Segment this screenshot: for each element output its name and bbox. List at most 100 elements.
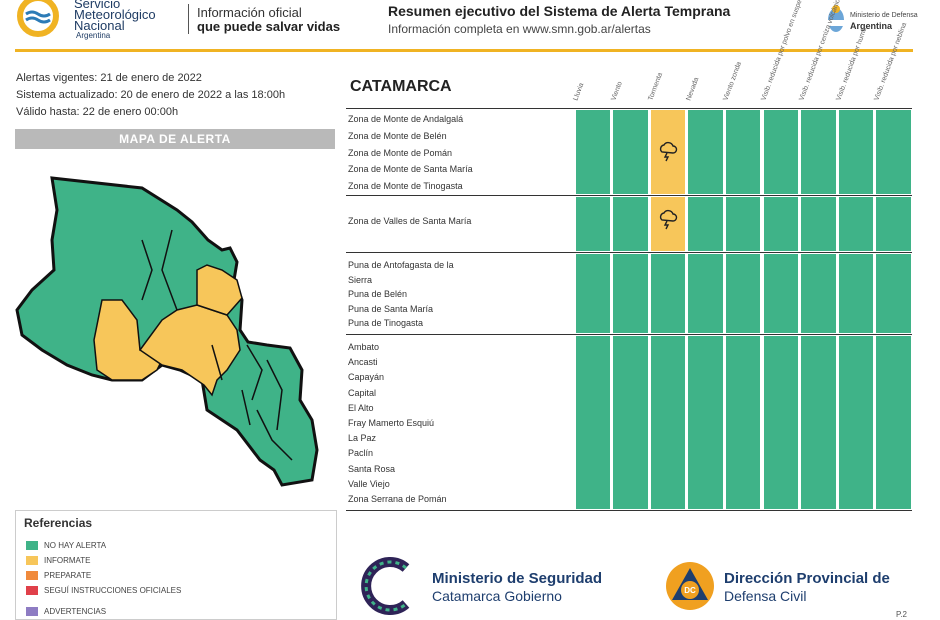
civil-defense: DC Dirección Provincial de Defensa Civil bbox=[664, 560, 934, 616]
alert-cell-no-alert bbox=[688, 254, 723, 333]
alert-cell-no-alert bbox=[838, 197, 874, 251]
region-title: CATAMARCA bbox=[350, 78, 452, 95]
map-region-yellow-west bbox=[93, 299, 164, 381]
alert-cell-no-alert bbox=[725, 197, 761, 251]
alert-cell-no-alert bbox=[575, 254, 611, 333]
column-header: Viento zonda bbox=[723, 58, 761, 106]
alert-cell-no-alert bbox=[801, 336, 836, 509]
column-header: Tormenta bbox=[647, 58, 686, 106]
map-region-yellow-north bbox=[196, 264, 243, 316]
zone-label: Puna de Antofagasta de la bbox=[348, 260, 454, 270]
reference-swatch bbox=[26, 570, 38, 580]
zone-label: Ancasti bbox=[348, 357, 378, 368]
column-header-label: Tormenta bbox=[647, 71, 665, 102]
alert-cell-no-alert bbox=[876, 254, 911, 333]
alert-cell-no-alert bbox=[763, 336, 799, 509]
reference-swatch bbox=[26, 555, 38, 565]
alert-cell-no-alert bbox=[688, 336, 723, 509]
alert-cell-no-alert bbox=[725, 110, 761, 194]
alert-cell-no-alert bbox=[801, 254, 836, 333]
alert-dates: Alertas vigentes: 21 de enero de 2022 Si… bbox=[16, 70, 285, 121]
reference-swatch bbox=[26, 606, 38, 616]
alert-cell-no-alert bbox=[613, 197, 648, 251]
info-line1: Información oficial bbox=[197, 5, 302, 20]
date-actualizado: Sistema actualizado: 20 de enero de 2022… bbox=[16, 89, 286, 101]
header-divider bbox=[188, 4, 189, 34]
zone-label: Sierra bbox=[348, 274, 373, 285]
zone-label: Zona de Valles de Santa María bbox=[348, 216, 472, 226]
reference-swatch bbox=[26, 585, 38, 595]
storm-icon bbox=[660, 209, 678, 230]
column-header: Visib. reducida por polvo en suspensión bbox=[760, 0, 809, 106]
alert-cell-no-alert bbox=[688, 197, 723, 251]
zone-label: Puna de Tinogasta bbox=[348, 318, 424, 328]
reference-label: INFORMATE bbox=[44, 555, 91, 565]
alert-cell-no-alert bbox=[801, 110, 836, 194]
dc-badge-text: DC bbox=[684, 586, 696, 595]
column-header: Visib. reducida por neblina bbox=[873, 22, 912, 106]
reference-swatch bbox=[26, 540, 38, 550]
zone-label: Zona de Monte de Andalgalá bbox=[348, 114, 464, 124]
zone-label: Zona de Monte de Pomán bbox=[348, 147, 453, 158]
group-separator bbox=[346, 510, 912, 511]
info-line2: que puede salvar vidas bbox=[197, 19, 341, 34]
zone-label: El Alto bbox=[348, 402, 374, 413]
date-vigentes: Alertas vigentes: 21 de enero de 2022 bbox=[16, 72, 202, 84]
security-line2: Catamarca Gobierno bbox=[432, 588, 562, 604]
header-accent-line bbox=[15, 49, 913, 52]
reference-label: ADVERTENCIAS bbox=[44, 606, 107, 616]
zone-label: Santa Rosa bbox=[348, 463, 396, 474]
reference-item: ADVERTENCIAS bbox=[26, 605, 106, 617]
group-separator bbox=[346, 195, 912, 196]
smn-line2: Meteorológico bbox=[74, 7, 156, 22]
page-number: P.2 bbox=[896, 610, 907, 619]
zone-label: Capital bbox=[348, 387, 377, 398]
column-header-label: Lluvia bbox=[572, 82, 586, 102]
column-header-label: Nevada bbox=[685, 76, 701, 102]
alert-cell-no-alert bbox=[650, 254, 686, 333]
catamarca-map bbox=[15, 176, 319, 487]
defense-line2: Defensa Civil bbox=[724, 588, 807, 604]
zone-label: Valle Viejo bbox=[348, 478, 390, 489]
group-separator bbox=[346, 334, 912, 335]
zone-label: Zona de Monte de Santa María bbox=[348, 164, 473, 175]
zone-label: La Paz bbox=[348, 433, 377, 444]
alert-cell-no-alert bbox=[575, 336, 611, 509]
column-header: Viento bbox=[610, 58, 649, 106]
alert-grid bbox=[574, 108, 912, 510]
alert-cell-no-alert bbox=[801, 197, 836, 251]
references-title: Referencias bbox=[24, 516, 93, 530]
alert-cell-no-alert bbox=[613, 110, 648, 194]
alert-cell-no-alert bbox=[838, 336, 874, 509]
column-header: Nevada bbox=[685, 58, 724, 106]
civil-defense-badge-icon: DC bbox=[666, 562, 714, 610]
column-header: Lluvia bbox=[572, 58, 611, 106]
reference-item: NO HAY ALERTA bbox=[26, 539, 106, 551]
alert-cell-informate bbox=[650, 197, 686, 251]
alert-cell-no-alert bbox=[763, 254, 799, 333]
smn-name: Servicio Meteorológico Nacional Argentin… bbox=[74, 0, 156, 41]
header: Servicio Meteorológico Nacional Argentin… bbox=[0, 0, 940, 50]
column-header: Visib. reducida por humo bbox=[836, 27, 874, 106]
column-header: Visib. reducida por ceniza volcánica bbox=[798, 0, 843, 106]
alert-cell-no-alert bbox=[613, 336, 648, 509]
reference-label: NO HAY ALERTA bbox=[44, 540, 107, 550]
security-line1: Ministerio de Seguridad bbox=[432, 570, 603, 587]
alert-cell-no-alert bbox=[838, 110, 874, 194]
reference-item: PREPARATE bbox=[26, 569, 91, 581]
alert-cell-no-alert bbox=[650, 336, 686, 509]
alert-cell-no-alert bbox=[688, 110, 723, 194]
storm-icon bbox=[660, 141, 678, 162]
map-region-yellow-center bbox=[138, 304, 241, 397]
alert-cell-no-alert bbox=[876, 110, 911, 194]
zone-label: Ambato bbox=[348, 342, 380, 352]
reference-label: SEGUÍ INSTRUCCIONES OFICIALES bbox=[44, 585, 182, 595]
reference-item: SEGUÍ INSTRUCCIONES OFICIALES bbox=[26, 584, 181, 596]
map-title: MAPA DE ALERTA bbox=[15, 129, 335, 149]
alert-cell-no-alert bbox=[763, 197, 799, 251]
column-header-label: Viento bbox=[610, 80, 624, 102]
group-separator bbox=[346, 108, 912, 109]
alert-cell-no-alert bbox=[575, 110, 611, 194]
alert-cell-no-alert bbox=[763, 110, 799, 194]
alert-cell-no-alert bbox=[575, 197, 611, 251]
